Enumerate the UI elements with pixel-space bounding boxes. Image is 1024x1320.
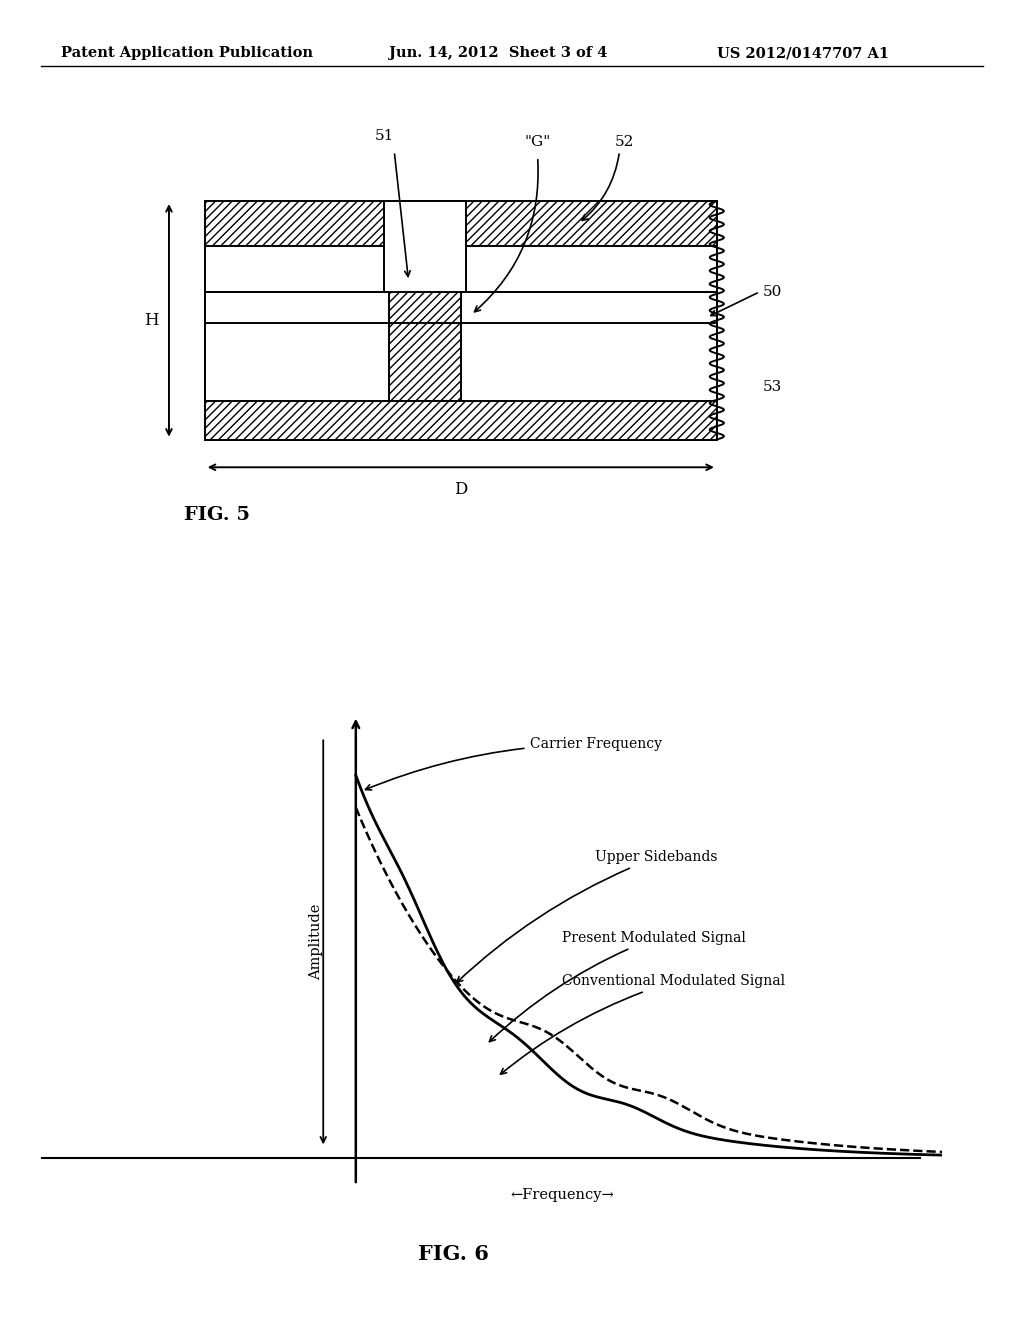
Text: Conventional Modulated Signal: Conventional Modulated Signal xyxy=(501,974,785,1074)
Text: ←Frequency→: ←Frequency→ xyxy=(510,1188,614,1201)
Text: "G": "G" xyxy=(524,135,551,149)
Text: Upper Sidebands: Upper Sidebands xyxy=(457,850,717,982)
Bar xyxy=(205,201,717,246)
Text: Patent Application Publication: Patent Application Publication xyxy=(61,46,313,61)
Text: FIG. 5: FIG. 5 xyxy=(184,506,250,524)
Text: FIG. 6: FIG. 6 xyxy=(418,1245,488,1265)
Text: 50: 50 xyxy=(763,285,782,298)
Text: Amplitude: Amplitude xyxy=(309,904,324,981)
Text: 51: 51 xyxy=(375,129,393,143)
Bar xyxy=(384,201,466,315)
Text: 52: 52 xyxy=(615,135,634,149)
Bar xyxy=(461,292,717,401)
Text: Jun. 14, 2012  Sheet 3 of 4: Jun. 14, 2012 Sheet 3 of 4 xyxy=(389,46,607,61)
Bar xyxy=(205,246,717,401)
Text: 53: 53 xyxy=(763,380,782,395)
Bar xyxy=(389,292,461,401)
Text: Carrier Frequency: Carrier Frequency xyxy=(366,737,662,789)
Text: D: D xyxy=(454,482,468,498)
Bar xyxy=(205,292,389,401)
Text: H: H xyxy=(144,312,159,329)
Bar xyxy=(205,401,717,440)
Bar xyxy=(205,292,389,401)
Text: US 2012/0147707 A1: US 2012/0147707 A1 xyxy=(717,46,889,61)
Bar xyxy=(461,292,717,401)
Text: Present Modulated Signal: Present Modulated Signal xyxy=(489,932,745,1041)
